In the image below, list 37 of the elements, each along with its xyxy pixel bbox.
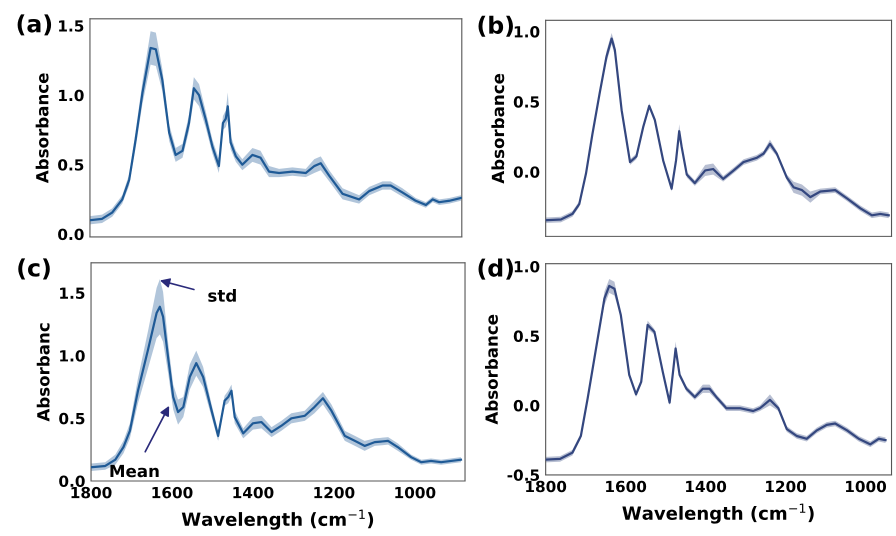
chart-title: (c) — [18, 258, 50, 280]
y-tick-label: 0.5 — [514, 96, 540, 108]
x-tick-label: 1600 — [606, 480, 646, 492]
y-tick-label: 0.5 — [59, 412, 84, 424]
y-tick-label: 0.5 — [58, 159, 84, 171]
y-tick-label: 0.5 — [514, 330, 540, 342]
y-tick-label: 1.5 — [60, 288, 84, 299]
x-tick-label: 1200 — [766, 480, 806, 492]
y-tick-label: 1.0 — [60, 350, 85, 362]
y-tick-label: 0.0 — [58, 228, 84, 240]
x-tick-label: 1000 — [395, 486, 436, 498]
x-tick-label: 1800 — [71, 486, 112, 498]
y-axis-title: Absorbanc — [36, 323, 50, 422]
y-tick-label: 1.0 — [59, 90, 84, 102]
y-tick-label: 1.5 — [59, 20, 84, 32]
y-tick-label: 1.0 — [514, 26, 540, 38]
x-axis-title: Wavelength (cm$^{−1}$) — [182, 510, 374, 530]
x-tick-label: 1400 — [233, 486, 274, 498]
y-axis-title: Absorbance — [491, 74, 504, 184]
y-axis-title: Absorbance — [485, 314, 498, 425]
x-tick-label: 1200 — [314, 486, 354, 498]
x-tick-label: 1000 — [846, 480, 886, 492]
chart-title: (a) — [18, 14, 52, 36]
x-axis-title: Wavelength (cm$^{−1}$) — [622, 504, 814, 524]
y-tick-label: -0.5 — [508, 469, 540, 481]
annotation: Mean — [110, 464, 159, 478]
y-tick-label: 0.0 — [514, 400, 540, 412]
x-tick-label: 1600 — [152, 486, 193, 498]
x-tick-label: 1800 — [526, 480, 566, 492]
y-axis-title: Absorbance — [36, 73, 49, 184]
y-tick-label: 0.0 — [514, 166, 540, 178]
y-tick-label: 0.0 — [59, 475, 85, 488]
annotation: std — [208, 289, 236, 302]
x-tick-label: 1400 — [686, 480, 726, 492]
chart-title: (d) — [478, 258, 513, 280]
chart-title: (b) — [478, 16, 513, 37]
y-tick-label: 1.0 — [514, 260, 540, 273]
